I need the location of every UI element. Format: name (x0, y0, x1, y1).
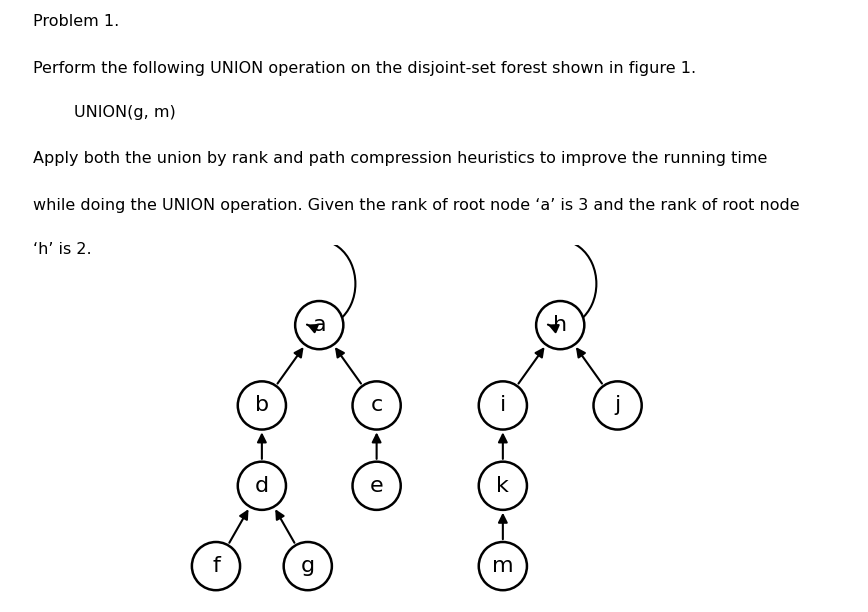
Text: UNION(g, m): UNION(g, m) (33, 105, 175, 120)
Circle shape (536, 301, 584, 349)
Text: i: i (500, 395, 506, 416)
Circle shape (479, 381, 527, 430)
Text: Apply both the union by rank and path compression heuristics to improve the runn: Apply both the union by rank and path co… (33, 151, 767, 166)
Text: c: c (371, 395, 383, 416)
Circle shape (594, 381, 641, 430)
Circle shape (284, 542, 332, 590)
Text: Problem 1.: Problem 1. (33, 13, 119, 29)
Circle shape (295, 301, 344, 349)
Text: m: m (492, 556, 514, 576)
Text: while doing the UNION operation. Given the rank of root node ‘a’ is 3 and the ra: while doing the UNION operation. Given t… (33, 198, 799, 214)
Text: d: d (255, 476, 269, 496)
Text: k: k (496, 476, 510, 496)
Text: a: a (312, 315, 326, 335)
Text: ‘h’ is 2.: ‘h’ is 2. (33, 242, 92, 258)
Circle shape (238, 381, 286, 430)
Text: f: f (212, 556, 220, 576)
Text: g: g (300, 556, 315, 576)
Text: h: h (553, 315, 568, 335)
Text: j: j (615, 395, 621, 416)
Circle shape (479, 542, 527, 590)
Circle shape (192, 542, 240, 590)
Circle shape (479, 461, 527, 510)
Text: Perform the following UNION operation on the disjoint-set forest shown in figure: Perform the following UNION operation on… (33, 61, 696, 76)
Circle shape (352, 461, 401, 510)
Text: b: b (255, 395, 269, 416)
Circle shape (352, 381, 401, 430)
Text: e: e (370, 476, 384, 496)
Circle shape (238, 461, 286, 510)
